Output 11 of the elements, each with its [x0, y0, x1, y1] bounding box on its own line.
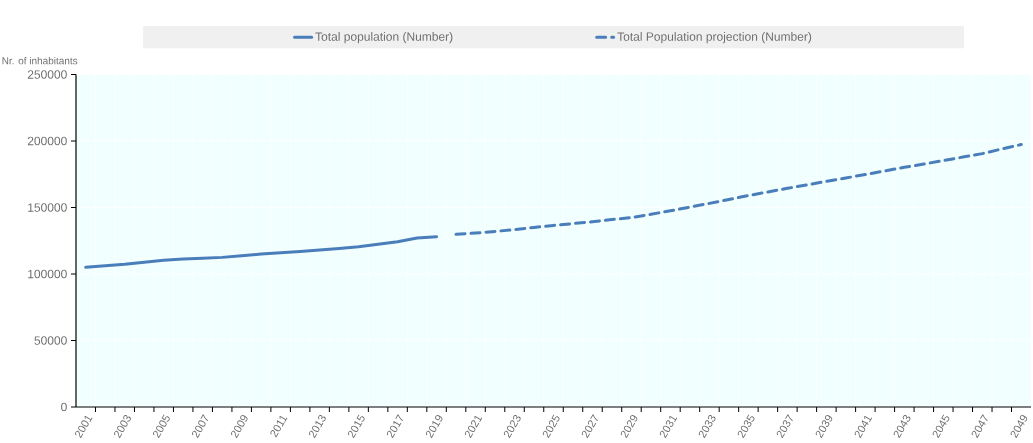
- y-tick-label: 100000: [28, 269, 67, 279]
- line-series: [84, 235, 439, 269]
- y-tick-label: 150000: [28, 203, 67, 212]
- legend-label: Total population (Number): [315, 32, 453, 44]
- y-tick-label: 200000: [27, 136, 67, 146]
- y-tick-label: 250000: [27, 70, 67, 79]
- y-tick-label: 0: [61, 402, 67, 412]
- y-tick-label: 50000: [34, 336, 67, 345]
- line-series: [454, 142, 1023, 236]
- legend-label: Total Population projection (Number): [617, 32, 812, 44]
- y-axis-title: Nr. of inhabitants: [2, 56, 78, 65]
